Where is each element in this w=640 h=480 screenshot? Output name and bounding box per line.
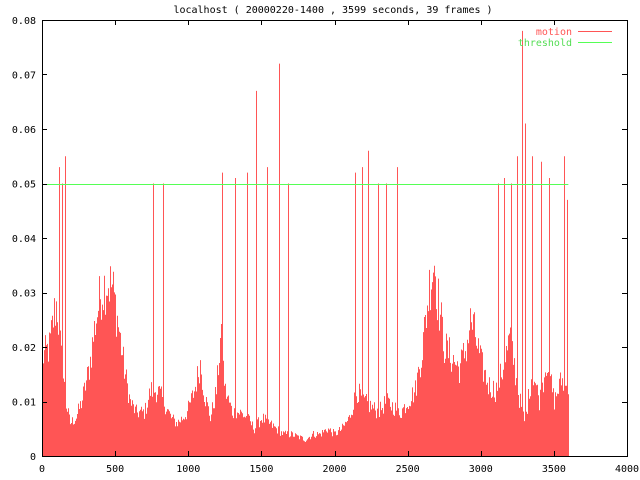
- legend-label-threshold: threshold: [518, 38, 572, 49]
- x-tick-label: 4000: [615, 464, 639, 475]
- y-tick-label: 0.01: [12, 398, 36, 409]
- y-tick-label: 0.03: [12, 289, 36, 300]
- x-axis: 0 500 1000 1500 2000 2500 3000 3500 4000: [39, 20, 639, 475]
- y-tick-label: 0.04: [12, 234, 36, 245]
- x-tick-label: 1000: [176, 464, 200, 475]
- y-tick-label: 0.06: [12, 125, 36, 136]
- y-tick-label: 0.07: [12, 71, 36, 82]
- chart-title: localhost ( 20000220-1400 , 3599 seconds…: [173, 5, 492, 16]
- x-tick-label: 2500: [396, 464, 420, 475]
- x-tick-label: 0: [39, 464, 45, 475]
- x-tick-label: 3000: [469, 464, 493, 475]
- motion-series: [42, 30, 569, 456]
- x-tick-label: 2000: [322, 464, 346, 475]
- legend-label-motion: motion: [536, 27, 572, 38]
- y-tick-label: 0.08: [12, 16, 36, 27]
- x-tick-label: 3500: [542, 464, 566, 475]
- x-tick-label: 500: [106, 464, 124, 475]
- y-tick-label: 0.02: [12, 343, 36, 354]
- y-axis: 0 0.01 0.02 0.03 0.04 0.05 0.06 0.07 0.08: [12, 16, 627, 463]
- y-tick-label: 0.05: [12, 180, 36, 191]
- motion-area: [42, 265, 569, 456]
- legend: motion threshold: [518, 27, 612, 49]
- y-tick-label: 0: [30, 452, 36, 463]
- x-tick-label: 1500: [249, 464, 273, 475]
- plot-frame: [42, 20, 628, 457]
